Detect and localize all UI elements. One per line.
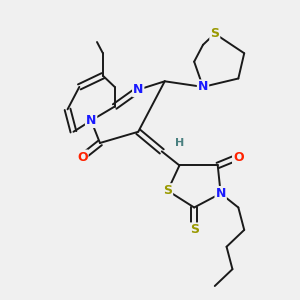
Text: S: S [163, 184, 172, 197]
Text: O: O [77, 151, 88, 164]
Text: N: N [133, 83, 143, 96]
Text: N: N [215, 187, 226, 200]
Text: N: N [86, 114, 96, 127]
Text: S: S [210, 27, 219, 40]
Text: H: H [175, 138, 184, 148]
Text: N: N [198, 80, 208, 93]
Text: O: O [233, 151, 244, 164]
Text: S: S [190, 224, 199, 236]
